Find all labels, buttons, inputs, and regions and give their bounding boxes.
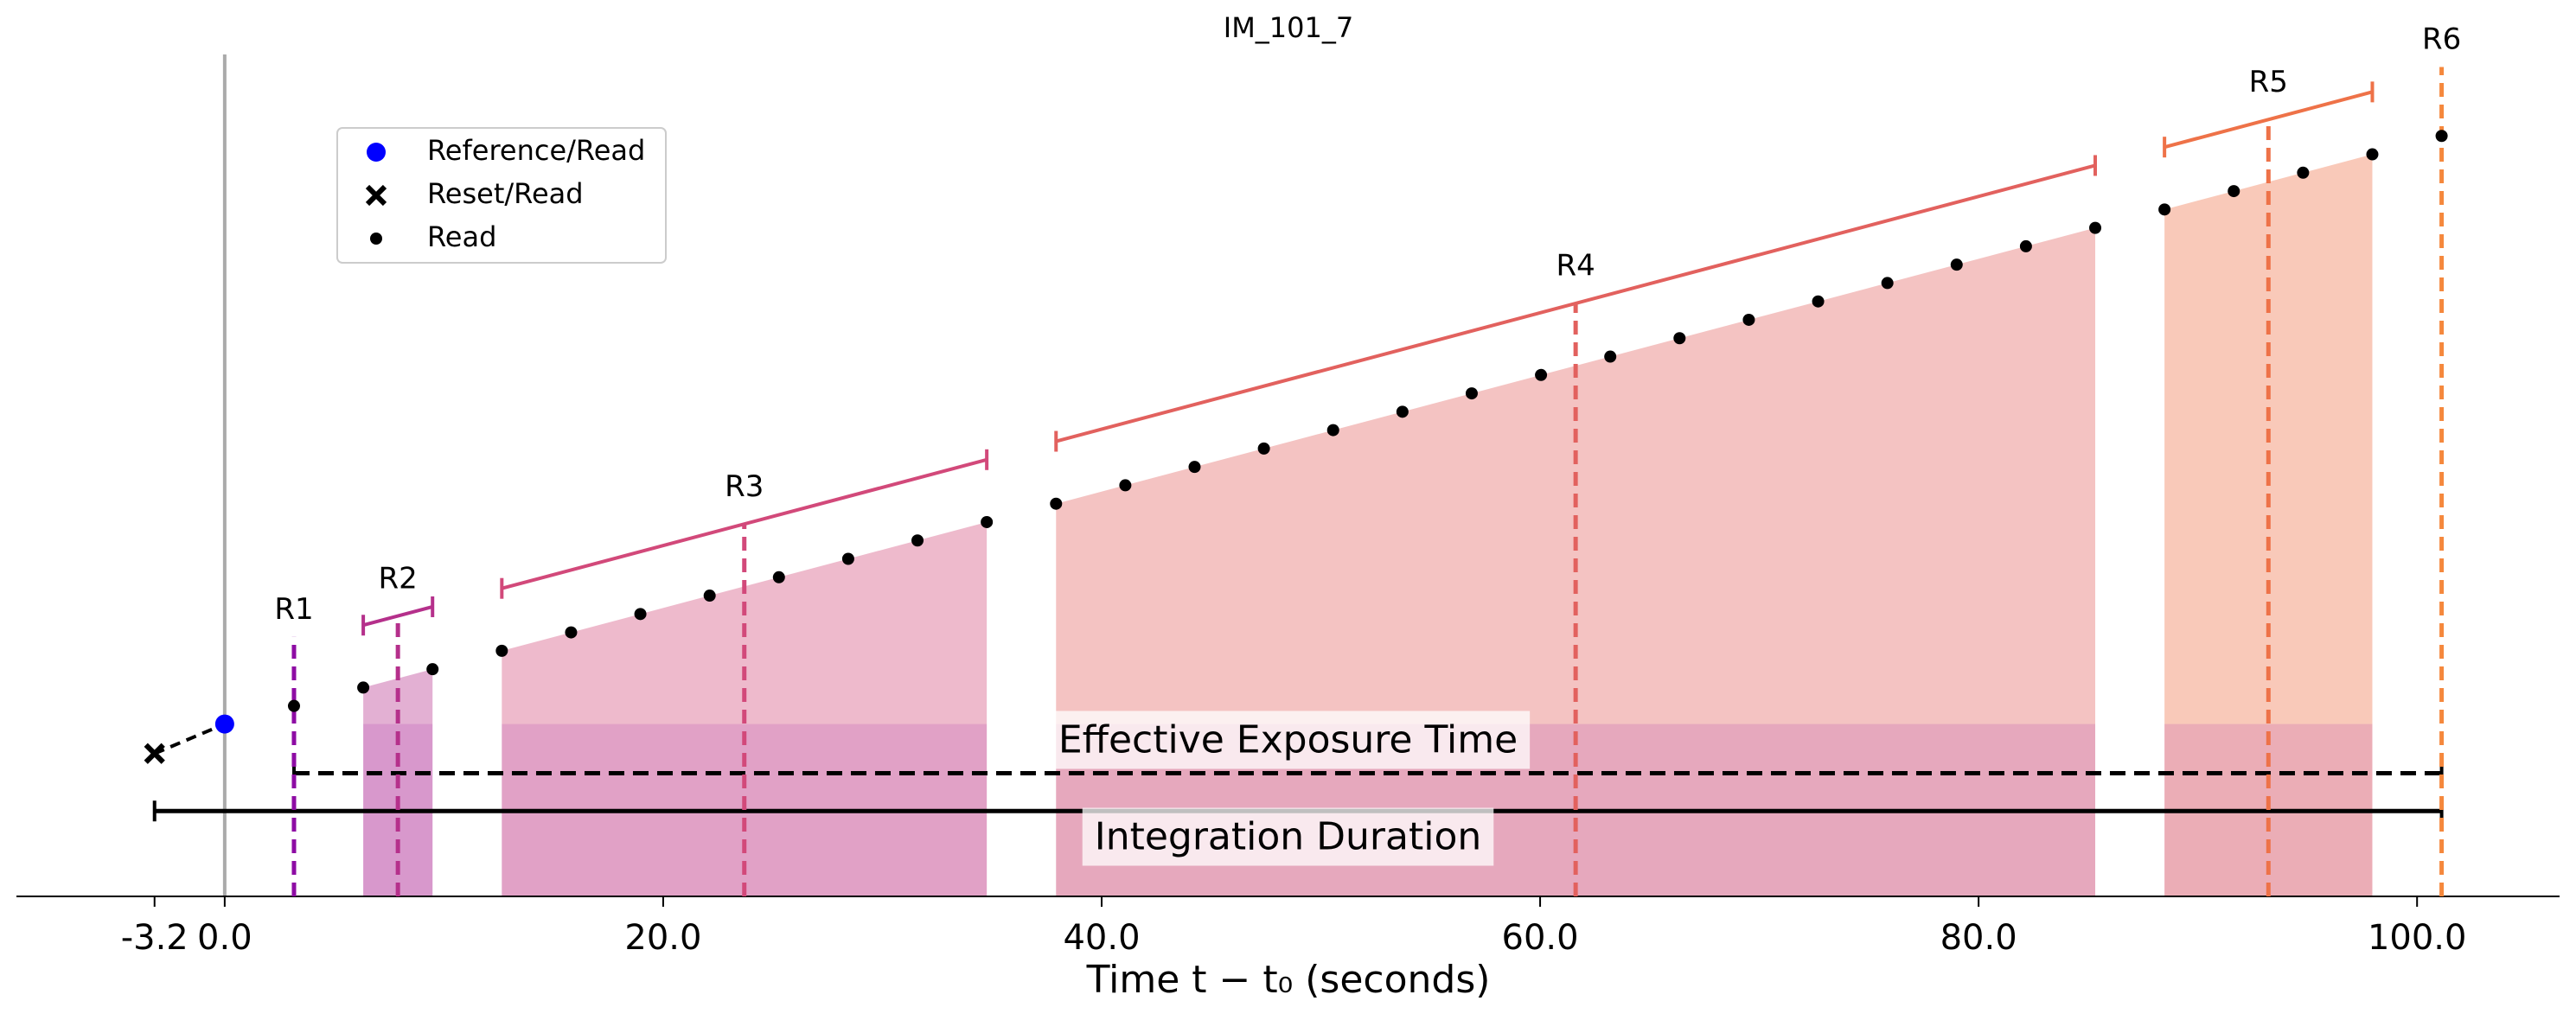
read-point xyxy=(1050,497,1063,510)
legend-marker xyxy=(365,184,387,207)
read-point xyxy=(1257,442,1270,455)
read-point xyxy=(2228,185,2240,198)
read-point xyxy=(2019,239,2032,252)
read-point xyxy=(495,644,508,657)
chart-title: IM_101_7 xyxy=(1224,11,1353,44)
read-point xyxy=(772,571,785,583)
resultant-bracket xyxy=(362,605,433,628)
read-point xyxy=(2366,148,2379,161)
x-axis-label: Time t − t₀ (seconds) xyxy=(1086,958,1491,1002)
read-point xyxy=(703,590,716,602)
read-point xyxy=(981,515,994,528)
resultant-label: R4 xyxy=(1556,249,1595,284)
reset-point xyxy=(144,743,165,764)
read-point xyxy=(565,626,578,639)
legend-marker xyxy=(367,143,386,162)
read-point xyxy=(2089,221,2102,234)
read-point xyxy=(841,552,854,565)
x-tick-label: 0.0 xyxy=(197,918,252,958)
read-point xyxy=(287,699,300,712)
legend-label: Reset/Read xyxy=(427,177,584,210)
x-tick-label: -3.2 xyxy=(121,918,189,958)
reset-connector xyxy=(153,722,226,755)
read-point xyxy=(2435,130,2448,143)
resultant-label: R3 xyxy=(725,469,764,504)
read-point xyxy=(911,534,924,547)
legend-label: Read xyxy=(427,220,496,253)
label-box xyxy=(1045,711,1531,769)
read-point xyxy=(1396,405,1409,418)
legend-label: Reference/Read xyxy=(427,134,645,167)
read-point xyxy=(1673,332,1686,345)
resultant-label: R1 xyxy=(274,592,313,627)
read-point xyxy=(1742,313,1755,326)
label-box xyxy=(1082,807,1494,866)
read-point xyxy=(357,681,370,694)
read-point xyxy=(1812,295,1825,308)
x-tick-label: 20.0 xyxy=(624,918,701,958)
read-point xyxy=(426,663,439,676)
read-point xyxy=(1535,368,1548,381)
x-tick-label: 100.0 xyxy=(2368,918,2467,958)
read-point xyxy=(2297,166,2310,179)
resultant-label: R5 xyxy=(2249,65,2288,99)
read-point xyxy=(1326,424,1339,437)
read-point xyxy=(634,608,647,621)
read-point xyxy=(1465,387,1478,400)
read-point xyxy=(1119,479,1132,492)
resultant-fill xyxy=(502,521,988,896)
legend-box xyxy=(336,127,667,264)
x-tick-label: 40.0 xyxy=(1063,918,1140,958)
resultant-label: R6 xyxy=(2422,22,2461,57)
read-point xyxy=(1950,258,1963,271)
read-point xyxy=(1881,277,1894,290)
read-point xyxy=(1188,461,1201,474)
x-tick-label: 60.0 xyxy=(1502,918,1579,958)
read-point xyxy=(2158,203,2171,216)
legend-marker xyxy=(370,233,382,245)
effective_exposure-label: Effective Exposure Time xyxy=(1058,717,1518,762)
x-tick-label: 80.0 xyxy=(1940,918,2017,958)
resultant-label: R2 xyxy=(379,561,418,596)
resultant-bracket xyxy=(2164,90,2373,150)
reference-point xyxy=(214,714,234,734)
integration-label: Integration Duration xyxy=(1095,815,1482,859)
read-point xyxy=(1604,350,1617,363)
